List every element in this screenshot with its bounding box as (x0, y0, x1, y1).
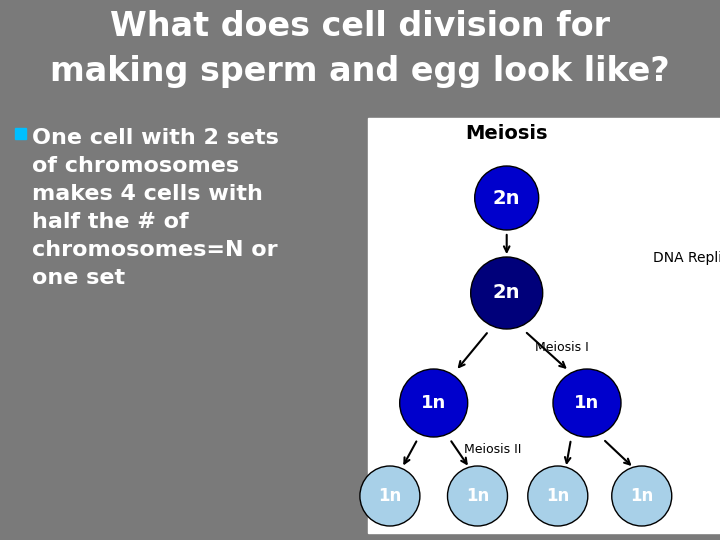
Text: 1n: 1n (575, 394, 600, 412)
Circle shape (360, 466, 420, 526)
Text: Meiosis: Meiosis (465, 124, 548, 143)
Text: of chromosomes: of chromosomes (32, 156, 239, 176)
Circle shape (528, 466, 588, 526)
Text: 2n: 2n (493, 284, 521, 302)
Text: one set: one set (32, 268, 125, 288)
Text: DNA Replic: DNA Replic (653, 251, 720, 265)
Text: 1n: 1n (421, 394, 446, 412)
Circle shape (400, 369, 468, 437)
Text: 1n: 1n (466, 487, 489, 505)
Text: Meiosis II: Meiosis II (464, 443, 521, 456)
Text: makes 4 cells with: makes 4 cells with (32, 184, 263, 204)
Text: 2n: 2n (493, 188, 521, 207)
Bar (368, 118, 720, 533)
Text: half the # of: half the # of (32, 212, 189, 232)
Text: chromosomes=N or: chromosomes=N or (32, 240, 278, 260)
Text: 1n: 1n (546, 487, 570, 505)
Text: One cell with 2 sets: One cell with 2 sets (32, 128, 279, 148)
Text: What does cell division for: What does cell division for (110, 10, 610, 43)
Circle shape (612, 466, 672, 526)
Text: 1n: 1n (378, 487, 402, 505)
Circle shape (553, 369, 621, 437)
Text: 1n: 1n (630, 487, 653, 505)
Circle shape (448, 466, 508, 526)
Text: Meiosis I: Meiosis I (535, 341, 588, 354)
Text: making sperm and egg look like?: making sperm and egg look like? (50, 55, 670, 88)
Bar (15, 128, 26, 139)
Circle shape (471, 257, 543, 329)
Circle shape (474, 166, 539, 230)
